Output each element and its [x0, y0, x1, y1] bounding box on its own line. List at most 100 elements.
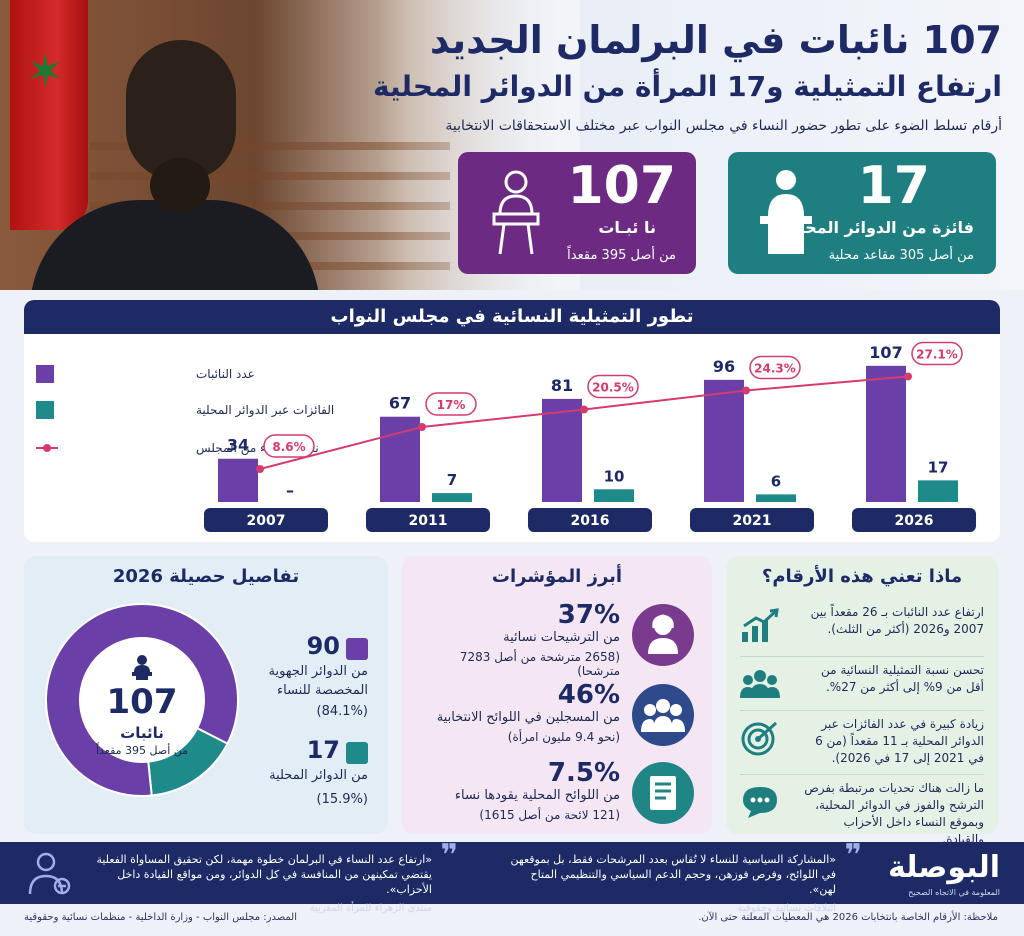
share-point — [256, 465, 264, 473]
quote-mark-icon: ❞ — [844, 838, 862, 873]
woman-lectern-icon — [132, 655, 152, 680]
share-point — [418, 423, 426, 431]
page-title: 107 نائبات في البرلمان الجديد — [429, 18, 1002, 62]
year-label: 2007 — [247, 513, 286, 529]
indicator-value: 46% — [557, 680, 620, 710]
details-panel: تفاصيل حصيلة 2026 107 نائبات من أصل 395 … — [24, 556, 388, 834]
share-badge — [749, 355, 801, 380]
year-label: 2026 — [895, 513, 934, 529]
bar-local-missing: – — [286, 481, 294, 500]
meaning-title: ماذا تعني هذه الأرقام؟ — [761, 566, 963, 587]
donut-center-sub: من أصل 395 مقعداً — [95, 744, 189, 757]
footer-note: ملاحظة: الأرقام الخاصة بانتخابات 2026 هي… — [698, 912, 998, 923]
quote-2-line2: يقتضي تمكينهن من المنافسة في كل الدوائر،… — [117, 868, 432, 896]
quote-mark-icon: ❞ — [440, 838, 458, 873]
bar-local — [594, 489, 634, 502]
target-icon — [741, 721, 777, 756]
brand-logo: البوصلة — [887, 850, 1000, 885]
meaning-text: تحسن نسبة التمثيلية النسائية من أقل من 9… — [820, 663, 984, 694]
bar-local — [918, 480, 958, 502]
bar-local-label: 10 — [604, 467, 625, 485]
regional-pct: (84.1%) — [316, 704, 368, 719]
quote-1-line1: «المشاركة السياسية للنساء لا تُقاس بعدد … — [510, 853, 836, 866]
regional-line2: المخصصة للنساء — [277, 683, 368, 698]
meaning-panel: ماذا تعني هذه الأرقام؟ ارتفاع عدد النائب… — [726, 556, 998, 846]
woman-silhouette — [30, 40, 320, 290]
share-label: 8.6% — [272, 440, 305, 454]
bar-count — [218, 458, 258, 502]
page-subtitle-headline: ارتفاع التمثيلية و17 المرأة من الدوائر ا… — [373, 70, 1002, 103]
local-seats-label: فائزة من الدوائر المحلية — [782, 218, 974, 237]
year-pill — [690, 508, 814, 532]
bar-local-label: 7 — [447, 471, 457, 489]
chart-panel: تطور التمثيلية النسائية في مجلس النواب ع… — [24, 300, 1000, 542]
indicator-detail: (121 لائحة من أصل 1615) — [479, 808, 620, 822]
bar-count-label: 107 — [869, 343, 902, 362]
indicator-item: 7.5% من اللوائح المحلية يقودها نساء (121… — [414, 758, 694, 830]
total-seats-label: نا ئبـات — [598, 218, 656, 237]
year-pill — [852, 508, 976, 532]
share-label: 20.5% — [592, 381, 634, 395]
people-icon — [632, 684, 694, 746]
seats-donut-chart — [45, 603, 239, 797]
local-seats-value: 17 — [857, 156, 930, 216]
footer-source: المصدر: مجلس النواب - وزارة الداخلية - م… — [24, 912, 297, 923]
share-label: 27.1% — [916, 348, 958, 362]
legend-line-dot — [43, 444, 51, 452]
local-value: 17 — [306, 736, 340, 764]
quote-2-source: منتدى الزهراء للمرأة المغربية — [309, 903, 432, 914]
share-point — [580, 405, 588, 414]
year-pill — [204, 508, 328, 532]
bar-local — [756, 494, 796, 502]
bar-count-label: 67 — [389, 394, 411, 413]
bar-count-label: 81 — [551, 376, 573, 395]
chat-bubble-icon — [743, 787, 777, 818]
meaning-item: تحسن نسبة التمثيلية النسائية من أقل من 9… — [740, 662, 984, 706]
bar-growth-icon — [742, 608, 779, 642]
local-seats-item: 17 من الدوائر المحلية (15.9%) — [238, 736, 368, 810]
bar-count — [866, 365, 906, 502]
donut-segment-regional — [45, 603, 239, 797]
local-seats-card: 17 فائزة من الدوائر المحلية من أصل 305 م… — [728, 152, 996, 274]
year-pill — [366, 508, 490, 532]
page-description: أرقام تسلط الضوء على تطور حضور النساء في… — [445, 118, 1002, 134]
share-line — [259, 375, 909, 470]
legend-swatch — [36, 365, 54, 383]
meaning-item: ما زالت هناك تحديات مرتبطة بفرص الترشح و… — [740, 780, 984, 846]
people-group-icon — [740, 670, 780, 698]
bar-count — [704, 379, 744, 502]
quote-bar: البوصلة المعلومة في الاتجاه الصحيح ❞ «ال… — [0, 841, 1024, 914]
year-pill — [528, 508, 652, 532]
bar-count-label: 34 — [227, 436, 249, 455]
quote-1-source: ائتلافات نسائية وحقوقية — [737, 903, 836, 914]
year-label: 2011 — [409, 513, 448, 529]
year-label: 2016 — [571, 513, 610, 529]
indicators-title: أبرز المؤشرات — [491, 566, 623, 587]
meaning-item: زيادة كبيرة في عدد الفائزات عبر الدوائر … — [740, 716, 984, 768]
legend-swatch — [36, 401, 54, 419]
share-badge — [911, 341, 963, 366]
indicators-panel: أبرز المؤشرات 37% من الترشيحات نسائية (2… — [402, 556, 712, 834]
donut-center-value: 107 — [106, 682, 178, 722]
local-line1: من الدوائر المحلية — [269, 768, 368, 783]
indicator-detail: (نحو 9.4 مليون امرأة) — [507, 730, 620, 744]
local-seats-sub: من أصل 305 مقاعد محلية — [828, 248, 974, 263]
quote-2-line1: «ارتفاع عدد النساء في البرلمان خطوة مهمة… — [96, 853, 432, 866]
quote-2: ❞ «ارتفاع عدد النساء في البرلمان خطوة مه… — [92, 841, 458, 916]
indicator-label: من المسجلين في اللوائح الانتخابية — [436, 710, 620, 725]
regional-seats-item: 90 من الدوائر الجهوية المخصصة للنساء (84… — [238, 632, 368, 719]
total-seats-card: 107 نا ئبـات من أصل 395 مقعداً — [458, 152, 696, 274]
meaning-text: زيادة كبيرة في عدد الفائزات عبر الدوائر … — [815, 717, 984, 765]
bar-count — [380, 416, 420, 502]
quote-1: ❞ «المشاركة السياسية للنساء لا تُقاس بعد… — [506, 841, 862, 916]
woman-podium-icon — [760, 170, 812, 254]
indicator-value: 7.5% — [547, 758, 620, 788]
share-point — [904, 372, 912, 381]
details-title: تفاصيل حصيلة 2026 — [112, 566, 300, 587]
regional-line1: من الدوائر الجهوية — [268, 664, 368, 679]
bar-local-label: 6 — [771, 472, 781, 490]
indicator-item: 46% من المسجلين في اللوائح الانتخابية (ن… — [414, 680, 694, 752]
regional-value: 90 — [306, 632, 340, 660]
meaning-text: ارتفاع عدد النائبات بـ 26 مقعداً بين 200… — [810, 605, 984, 636]
indicator-label: من اللوائح المحلية يقودها نساء — [454, 788, 620, 803]
